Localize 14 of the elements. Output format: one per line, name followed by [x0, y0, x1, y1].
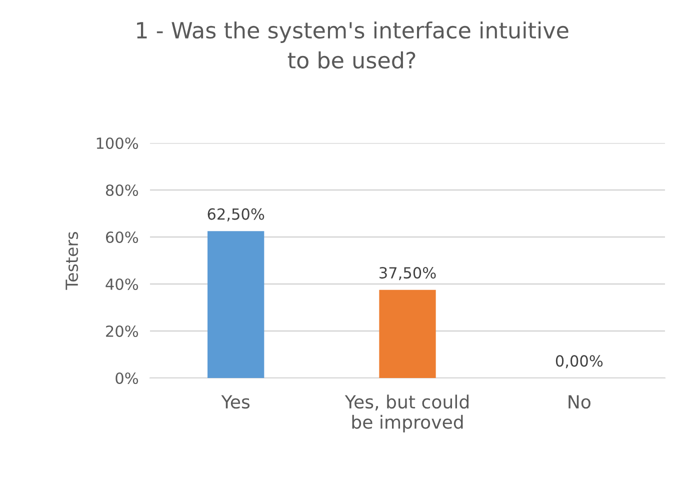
chart-title: 1 - Was the system's interface intuitive to be used?	[137, 21, 568, 69]
y-tick-label: 0%	[116, 372, 138, 384]
data-label: 0,00%	[556, 355, 603, 368]
x-tick-label: Yes	[221, 395, 250, 409]
y-tick-label: 20%	[106, 325, 138, 338]
y-axis-title: Testers	[66, 232, 78, 290]
data-label: 37,50%	[380, 267, 436, 280]
x-tick-label: No	[568, 395, 590, 409]
x-tick-label: Yes, but could be improved	[344, 394, 468, 432]
data-label: 62,50%	[208, 208, 264, 222]
y-tick-label: 100%	[96, 137, 138, 150]
y-tick-label: 40%	[106, 278, 138, 290]
y-tick-label: 80%	[106, 184, 138, 196]
y-tick-label: 60%	[106, 231, 138, 244]
